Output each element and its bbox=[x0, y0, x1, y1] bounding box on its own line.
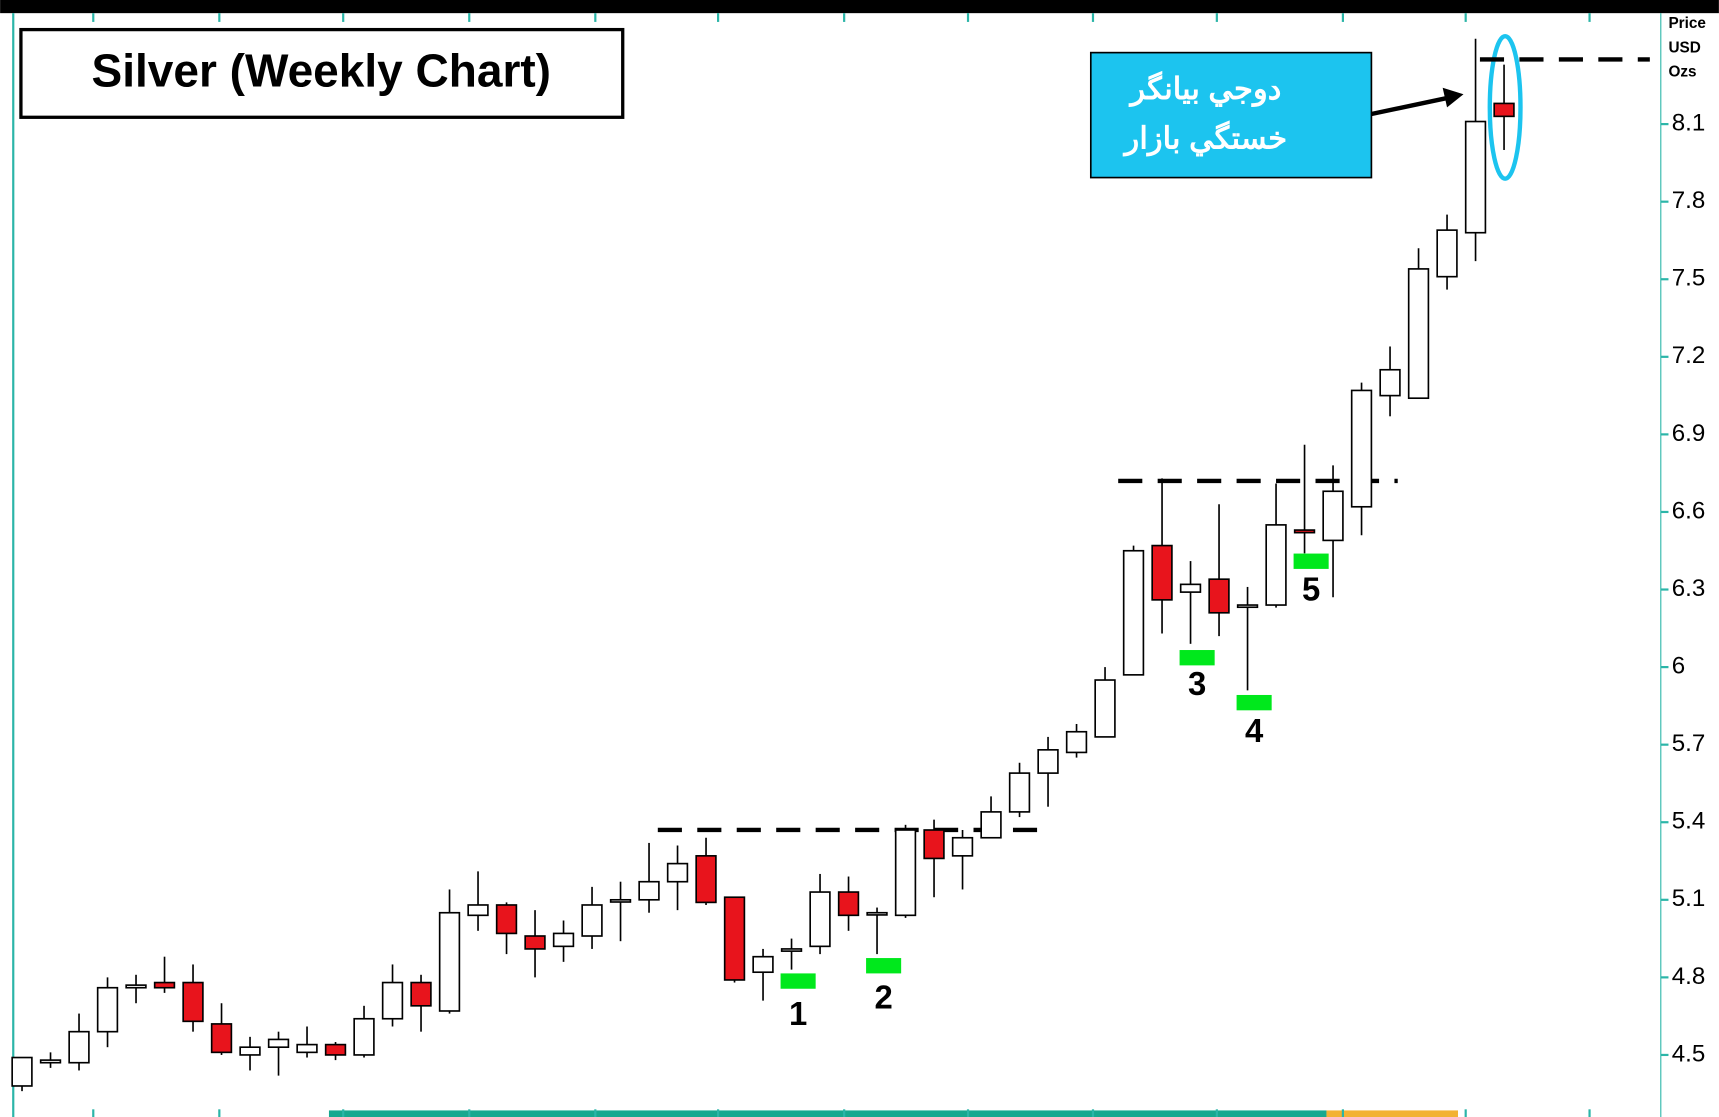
y-tick-label: 6.3 bbox=[1672, 575, 1706, 602]
y-tick-label: 8.1 bbox=[1672, 109, 1706, 136]
candle-body bbox=[11, 1056, 33, 1087]
axis-label: Price bbox=[1668, 15, 1706, 32]
candle-body bbox=[353, 1017, 375, 1056]
annotation-text: دوجي بيانگر bbox=[1128, 70, 1281, 108]
y-tick-label: 7.5 bbox=[1672, 265, 1706, 292]
bottom-bar bbox=[328, 1110, 1327, 1117]
candle-body bbox=[524, 935, 546, 950]
candle-body bbox=[267, 1038, 290, 1049]
y-tick-label: 4.5 bbox=[1672, 1040, 1706, 1067]
axis-label: USD bbox=[1668, 39, 1700, 56]
candle-body bbox=[1236, 604, 1259, 609]
y-tick-label: 7.2 bbox=[1672, 342, 1706, 369]
arrow bbox=[1370, 95, 1450, 117]
signal-label: 5 bbox=[1302, 571, 1320, 608]
y-tick-label: 5.4 bbox=[1672, 808, 1706, 835]
x-ticks bbox=[92, 13, 1591, 1117]
candle-body bbox=[68, 1030, 90, 1064]
candle-body bbox=[239, 1046, 261, 1056]
candle-body bbox=[723, 896, 746, 981]
candle-body bbox=[1008, 772, 1031, 813]
candle-body bbox=[1037, 749, 1059, 774]
signal-label: 1 bbox=[789, 995, 807, 1032]
candle-body bbox=[410, 981, 432, 1007]
candle-body bbox=[125, 984, 147, 989]
annotation-text: خستگي بازار bbox=[1123, 119, 1288, 157]
candle-body bbox=[866, 911, 888, 916]
candle-body bbox=[1065, 730, 1088, 754]
y-tick-label: 6 bbox=[1672, 652, 1685, 679]
signal-marker bbox=[866, 958, 902, 974]
candle-body bbox=[1464, 120, 1487, 234]
candle-body bbox=[894, 829, 917, 917]
signal-label: 2 bbox=[874, 978, 892, 1015]
y-tick-label: 7.8 bbox=[1672, 187, 1706, 214]
axis-label: Ozs bbox=[1668, 63, 1696, 80]
signal-label: 4 bbox=[1245, 712, 1264, 749]
candle-body bbox=[695, 855, 717, 904]
title-box bbox=[19, 27, 625, 119]
bottom-bar bbox=[1326, 1110, 1459, 1117]
candle-body bbox=[1122, 549, 1145, 676]
candle-body bbox=[1407, 268, 1430, 400]
candle-body bbox=[1208, 578, 1230, 614]
candle-body bbox=[951, 836, 974, 857]
candle-body bbox=[467, 904, 489, 917]
signal-marker bbox=[1293, 553, 1329, 569]
candle-body bbox=[609, 898, 632, 903]
candle-body bbox=[837, 891, 860, 917]
arrow-head bbox=[1442, 87, 1464, 108]
candle-body bbox=[381, 981, 404, 1020]
candle-body bbox=[1436, 229, 1458, 278]
candle-body bbox=[39, 1059, 62, 1064]
candle-body bbox=[1293, 529, 1316, 534]
candle-body bbox=[1350, 389, 1373, 508]
candle-body bbox=[1322, 490, 1344, 542]
candle-body bbox=[780, 948, 803, 952]
highlight bbox=[1487, 33, 1523, 181]
top-bar bbox=[0, 0, 1719, 14]
signal-label: 3 bbox=[1188, 665, 1206, 702]
signal-marker bbox=[1179, 650, 1215, 666]
candle-body bbox=[324, 1043, 347, 1056]
candle-body bbox=[923, 829, 945, 860]
candle-body bbox=[296, 1043, 318, 1054]
candle-body bbox=[153, 981, 176, 989]
annotation-box bbox=[1089, 51, 1373, 179]
candle-body bbox=[666, 862, 689, 883]
candle-body bbox=[1094, 679, 1116, 738]
candle-body bbox=[581, 904, 603, 937]
candle-body bbox=[1379, 368, 1401, 397]
candle-body bbox=[438, 911, 461, 1012]
candle-body bbox=[638, 880, 660, 901]
candle-body bbox=[1179, 583, 1202, 593]
candle-body bbox=[980, 811, 1002, 839]
chart-title: Silver (Weekly Chart) bbox=[92, 45, 551, 97]
candle-body bbox=[210, 1023, 233, 1054]
y-tick-label: 6.6 bbox=[1672, 497, 1706, 524]
signal-marker bbox=[1236, 694, 1272, 711]
candle-body bbox=[809, 891, 831, 948]
candle-body bbox=[182, 981, 204, 1023]
y-tick-label: 4.8 bbox=[1672, 963, 1706, 990]
y-tick-label: 5.7 bbox=[1672, 730, 1706, 757]
signal-marker bbox=[780, 973, 816, 989]
candle-body bbox=[96, 986, 119, 1033]
candle-body bbox=[752, 955, 774, 974]
candle-body bbox=[552, 932, 575, 948]
candle-body bbox=[1493, 102, 1515, 118]
candle-body bbox=[1151, 544, 1173, 601]
candle-body bbox=[495, 904, 518, 935]
y-tick-label: 5.1 bbox=[1672, 885, 1706, 912]
candle-body bbox=[1265, 524, 1287, 606]
y-tick-label: 6.9 bbox=[1672, 420, 1706, 447]
